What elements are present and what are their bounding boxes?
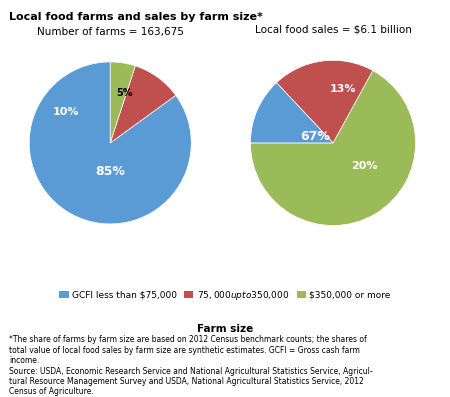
Text: 10%: 10% — [53, 107, 79, 117]
Title: Number of farms = 163,675: Number of farms = 163,675 — [37, 27, 184, 37]
Wedge shape — [110, 66, 176, 143]
Text: *The share of farms by farm size are based on 2012 Census benchmark counts; the : *The share of farms by farm size are bas… — [9, 335, 373, 397]
Text: 85%: 85% — [95, 165, 125, 178]
Text: 20%: 20% — [351, 161, 378, 171]
Text: 67%: 67% — [300, 130, 330, 143]
Wedge shape — [250, 83, 333, 143]
Text: 13%: 13% — [330, 84, 356, 94]
Text: 5%: 5% — [117, 88, 133, 98]
Wedge shape — [29, 62, 191, 224]
Text: Farm size: Farm size — [197, 324, 253, 333]
Wedge shape — [110, 62, 135, 143]
Legend: GCFI less than $75,000, $75,000 up to $350,000, $350,000 or more: GCFI less than $75,000, $75,000 up to $3… — [56, 285, 394, 305]
Wedge shape — [250, 71, 416, 225]
Wedge shape — [276, 60, 373, 143]
Title: Local food sales = $6.1 billion: Local food sales = $6.1 billion — [255, 25, 411, 35]
Text: Local food farms and sales by farm size*: Local food farms and sales by farm size* — [9, 12, 263, 22]
